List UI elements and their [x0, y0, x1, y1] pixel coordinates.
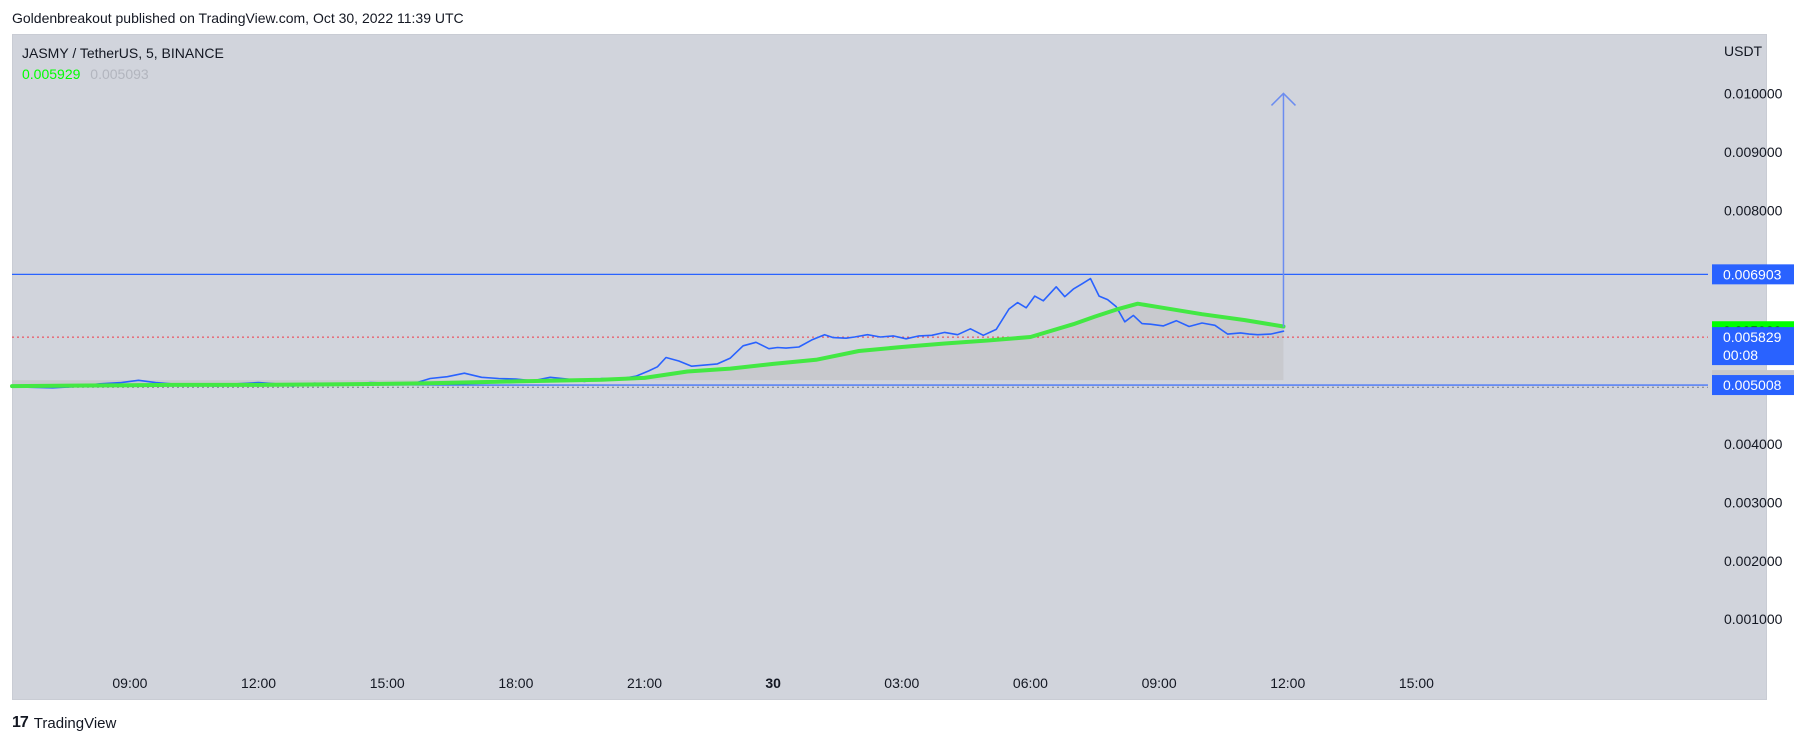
x-tick-label-9: 12:00 [1270, 675, 1305, 691]
x-tick-label-1: 12:00 [241, 675, 276, 691]
brand-name: TradingView [33, 714, 117, 732]
price-label-bg-4 [1712, 375, 1794, 396]
x-tick-label-7: 06:00 [1013, 675, 1048, 691]
y-tick-label-0: 0.001000 [1724, 611, 1783, 627]
ma-value: 0.005929 [22, 66, 81, 82]
x-tick-label-2: 15:00 [370, 675, 405, 691]
x-tick-label-10: 15:00 [1399, 675, 1434, 691]
currency-unit: USDT [1724, 43, 1763, 59]
indicator-values: 0.005929 0.005093 [22, 66, 149, 82]
price-label-bg-0 [1712, 264, 1794, 285]
x-tick-label-5: 30 [765, 675, 781, 691]
footer-brand[interactable]: 17 TradingView [12, 714, 116, 732]
price-value: 0.005093 [90, 66, 149, 82]
tradingview-logo-icon: 17 [12, 714, 29, 731]
publisher-header: Goldenbreakout published on TradingView.… [12, 10, 464, 26]
price-label-subtext-2: 00:08 [1723, 347, 1758, 363]
x-tick-label-8: 09:00 [1142, 675, 1177, 691]
target-arrow-head [1270, 92, 1296, 106]
y-tick-label-5: 0.009000 [1724, 144, 1783, 160]
x-tick-label-6: 03:00 [884, 675, 919, 691]
price-label-text-4: 0.005008 [1723, 377, 1782, 393]
x-tick-label-4: 21:00 [627, 675, 662, 691]
price-label-bg-2 [1712, 327, 1794, 366]
y-tick-label-6: 0.010000 [1724, 85, 1783, 101]
y-tick-label-2: 0.003000 [1724, 494, 1783, 510]
y-tick-label-1: 0.002000 [1724, 553, 1783, 569]
y-tick-label-3: 0.004000 [1724, 436, 1783, 452]
price-label-text-0: 0.006903 [1723, 266, 1782, 282]
price-label-text-2: 0.005829 [1723, 329, 1782, 345]
y-tick-label-4: 0.008000 [1724, 202, 1783, 218]
ma-fill-area [12, 303, 1284, 387]
x-tick-label-0: 09:00 [112, 675, 147, 691]
symbol-title: JASMY / TetherUS, 5, BINANCE [22, 45, 224, 61]
ma-series-line [10, 301, 1286, 389]
x-tick-label-3: 18:00 [498, 675, 533, 691]
